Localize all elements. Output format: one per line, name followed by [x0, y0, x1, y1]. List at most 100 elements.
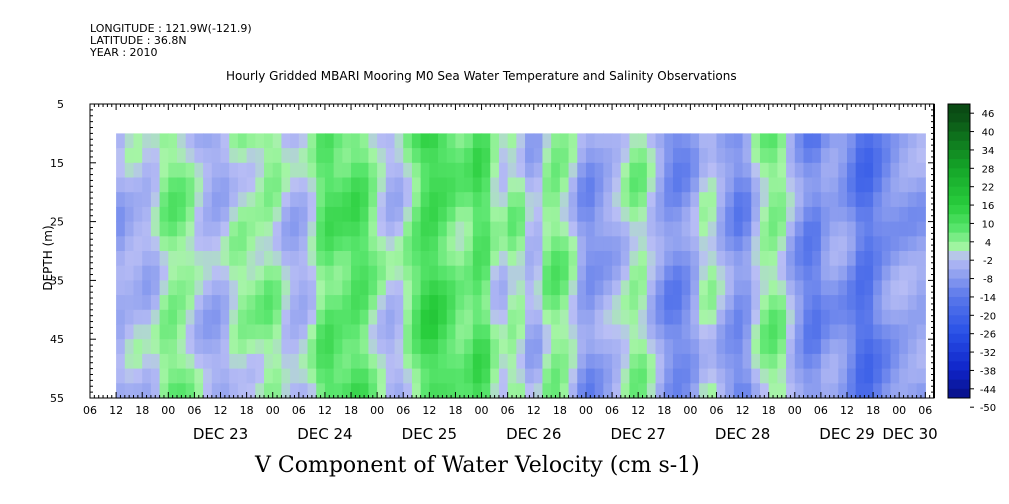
heatmap-cell: [742, 324, 752, 340]
heatmap-cell: [220, 133, 230, 149]
heatmap-cell: [229, 177, 239, 193]
heatmap-cell: [620, 221, 631, 237]
heatmap-cell: [290, 206, 300, 223]
heatmap-cell: [359, 368, 370, 384]
heatmap-cell: [594, 383, 604, 399]
heatmap-cell: [820, 148, 831, 164]
heatmap-cell: [638, 221, 648, 237]
heatmap-cell: [124, 133, 135, 149]
heatmap-cell: [411, 280, 422, 296]
heatmap-cell: [664, 251, 674, 267]
heatmap-cell: [786, 339, 796, 355]
heatmap-cell: [846, 324, 857, 340]
heatmap-cell: [699, 324, 709, 340]
heatmap-cell: [820, 309, 831, 326]
heatmap-cell: [725, 177, 735, 193]
heatmap-cell: [211, 148, 222, 164]
heatmap-cell: [498, 251, 509, 267]
heatmap-cell: [786, 383, 796, 399]
heatmap-cell: [255, 133, 265, 149]
heatmap-cell: [116, 280, 126, 296]
heatmap-cell: [681, 236, 691, 252]
heatmap-cell: [351, 133, 361, 149]
heatmap-cell: [516, 309, 526, 326]
heatmap-cell: [298, 221, 309, 237]
heatmap-cell: [620, 133, 631, 149]
heatmap-cell: [551, 309, 561, 326]
heatmap-cell: [394, 177, 404, 193]
heatmap-cell: [333, 148, 343, 164]
heatmap-cell: [281, 133, 291, 149]
heatmap-cell: [420, 251, 430, 267]
heatmap-cell: [803, 339, 813, 355]
heatmap-cell: [585, 236, 596, 252]
heatmap-cell: [707, 339, 718, 355]
heatmap-cell: [490, 221, 500, 237]
colorbar-label: -8: [983, 275, 993, 286]
heatmap-cell: [159, 148, 169, 164]
heatmap-cell: [324, 368, 335, 384]
heatmap-cell: [411, 192, 422, 208]
heatmap-cell: [324, 192, 335, 208]
heatmap-cell: [629, 206, 639, 223]
x-tick-label: 00: [579, 404, 593, 417]
colorbar-label: 34: [982, 146, 995, 157]
heatmap-cell: [351, 353, 361, 370]
heatmap-cell: [881, 192, 892, 208]
heatmap-cell: [612, 221, 622, 237]
heatmap-cell: [907, 280, 918, 296]
heatmap-cell: [768, 353, 778, 370]
heatmap-cell: [333, 309, 343, 326]
heatmap-cell: [246, 265, 256, 281]
heatmap-cell: [577, 295, 587, 311]
colorbar-frame: [947, 103, 971, 399]
heatmap-cell: [864, 324, 874, 340]
heatmap-cell: [855, 353, 865, 370]
heatmap-cell: [203, 280, 213, 296]
heatmap-cell: [855, 339, 865, 355]
heatmap-cell: [281, 295, 291, 311]
heatmap-cell: [516, 280, 526, 296]
heatmap-cell: [185, 206, 196, 223]
heatmap-cell: [246, 162, 256, 179]
heatmap-cell: [498, 236, 509, 252]
heatmap-cell: [551, 206, 561, 223]
heatmap-cell: [916, 368, 926, 384]
heatmap-cell: [472, 295, 483, 311]
heatmap-cell: [351, 324, 361, 340]
heatmap-cell: [542, 339, 552, 355]
heatmap-cell: [229, 309, 239, 326]
heatmap-cell: [342, 221, 352, 237]
heatmap-cell: [194, 280, 204, 296]
heatmap-cell: [420, 192, 430, 208]
heatmap-cell: [403, 280, 413, 296]
heatmap-cell: [133, 295, 143, 311]
heatmap-cell: [585, 265, 596, 281]
heatmap-cell: [150, 148, 161, 164]
heatmap-cell: [716, 368, 726, 384]
heatmap-cell: [820, 251, 831, 267]
heatmap-cell: [203, 133, 213, 149]
heatmap-cell: [855, 368, 865, 384]
heatmap-cell: [916, 206, 926, 223]
heatmap-cell: [281, 339, 291, 355]
heatmap-cell: [116, 192, 126, 208]
heatmap-cell: [820, 192, 831, 208]
heatmap-cell: [377, 251, 387, 267]
heatmap-cell: [124, 148, 135, 164]
heatmap-cell: [603, 177, 613, 193]
heatmap-cell: [594, 265, 604, 281]
heatmap-cell: [916, 192, 926, 208]
heatmap-cell: [751, 265, 761, 281]
heatmap-cell: [881, 324, 892, 340]
x-tick-label: 06: [814, 404, 828, 417]
heatmap-cell: [203, 251, 213, 267]
heatmap-cell: [194, 236, 204, 252]
heatmap-cell: [786, 368, 796, 384]
heatmap-cell: [542, 177, 552, 193]
heatmap-cell: [316, 206, 326, 223]
heatmap-cell: [742, 206, 752, 223]
heatmap-cell: [577, 162, 587, 179]
heatmap-cell: [759, 236, 770, 252]
heatmap-cell: [351, 192, 361, 208]
